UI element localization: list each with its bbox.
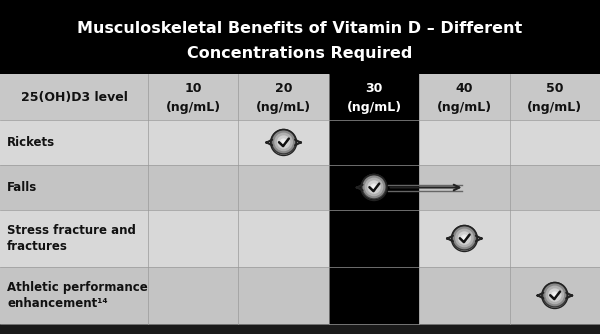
Text: 20: 20 bbox=[275, 82, 292, 95]
Circle shape bbox=[553, 293, 557, 298]
Circle shape bbox=[367, 180, 381, 194]
Text: Rickets: Rickets bbox=[7, 136, 55, 149]
Text: Musculoskeletal Benefits of Vitamin D – Different: Musculoskeletal Benefits of Vitamin D – … bbox=[77, 21, 523, 36]
Circle shape bbox=[455, 228, 474, 247]
Circle shape bbox=[463, 236, 466, 240]
Bar bbox=[329, 120, 419, 165]
Circle shape bbox=[372, 185, 376, 189]
Circle shape bbox=[365, 178, 383, 196]
Text: (ng/mL): (ng/mL) bbox=[346, 101, 401, 114]
Text: (ng/mL): (ng/mL) bbox=[166, 101, 221, 114]
Circle shape bbox=[545, 286, 564, 304]
Bar bbox=[0, 267, 600, 324]
Circle shape bbox=[361, 174, 387, 200]
Text: Stress fracture and
fractures: Stress fracture and fractures bbox=[7, 224, 136, 253]
Circle shape bbox=[453, 226, 476, 249]
Circle shape bbox=[370, 183, 378, 191]
Bar bbox=[329, 165, 419, 210]
Circle shape bbox=[544, 283, 566, 306]
Bar bbox=[0, 165, 600, 210]
Text: Athletic performance
enhancement¹⁴: Athletic performance enhancement¹⁴ bbox=[7, 281, 148, 310]
Circle shape bbox=[272, 130, 295, 153]
Circle shape bbox=[271, 129, 296, 155]
Circle shape bbox=[542, 282, 568, 308]
Circle shape bbox=[362, 175, 385, 198]
Bar bbox=[329, 210, 419, 267]
Circle shape bbox=[281, 140, 286, 145]
Circle shape bbox=[277, 135, 290, 149]
Circle shape bbox=[274, 133, 293, 151]
Text: 50: 50 bbox=[546, 82, 563, 95]
Text: (ng/mL): (ng/mL) bbox=[437, 101, 492, 114]
Bar bbox=[0, 210, 600, 267]
Text: 40: 40 bbox=[455, 82, 473, 95]
Text: (ng/mL): (ng/mL) bbox=[256, 101, 311, 114]
Circle shape bbox=[458, 231, 471, 245]
Circle shape bbox=[551, 291, 559, 299]
Circle shape bbox=[548, 288, 562, 302]
Bar bbox=[0, 120, 600, 165]
Text: Falls: Falls bbox=[7, 181, 37, 194]
Bar bbox=[329, 74, 419, 120]
Text: (ng/mL): (ng/mL) bbox=[527, 101, 583, 114]
Circle shape bbox=[461, 234, 469, 242]
Circle shape bbox=[280, 138, 287, 146]
Bar bbox=[329, 267, 419, 324]
Text: 10: 10 bbox=[184, 82, 202, 95]
Text: 30: 30 bbox=[365, 82, 383, 95]
Bar bbox=[0, 74, 600, 120]
Bar bbox=[0, 0, 600, 74]
Text: 25(OH)D3 level: 25(OH)D3 level bbox=[20, 91, 127, 104]
Text: Concentrations Required: Concentrations Required bbox=[187, 46, 413, 61]
Circle shape bbox=[451, 225, 478, 251]
